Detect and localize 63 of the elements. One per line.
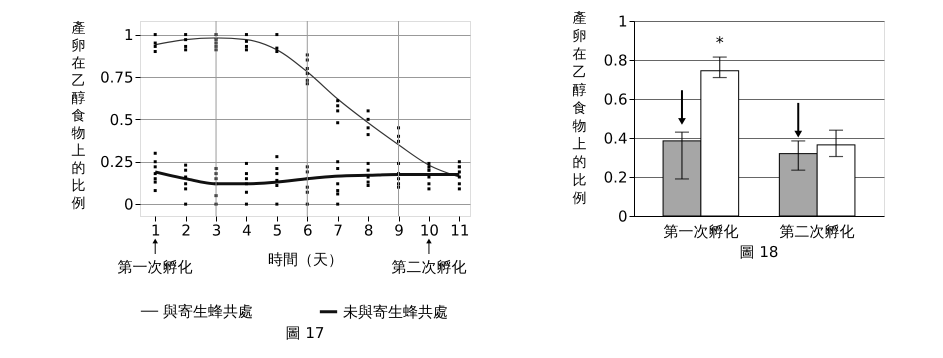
y-tick-label: 0.6 xyxy=(604,90,628,108)
point xyxy=(244,40,248,43)
y-tick-label: 0 xyxy=(124,196,134,214)
x-tick-label: 第二次孵化 xyxy=(780,222,855,240)
point xyxy=(154,42,157,45)
y-tick-label: 1 xyxy=(618,12,628,30)
point xyxy=(184,48,188,52)
x-axis-title: 時間（天） xyxy=(268,250,343,268)
point xyxy=(366,133,370,136)
y-tick-label: 0 xyxy=(618,208,628,226)
x-tick-label: 5 xyxy=(272,222,282,240)
point xyxy=(336,121,340,124)
x-tick-label: 7 xyxy=(333,222,343,240)
point xyxy=(184,38,188,42)
point xyxy=(244,48,248,52)
x-tick-label: 6 xyxy=(303,222,313,240)
point xyxy=(275,46,278,50)
text: 產卵在乙醇食物上的比例 xyxy=(572,10,586,206)
point xyxy=(336,104,340,108)
text: 產卵在乙醇食物上的比例 xyxy=(72,20,86,212)
legend-label: 未與寄生蜂共處 xyxy=(343,302,448,321)
y-tick-label: 1 xyxy=(124,26,134,44)
x-tick-label: 4 xyxy=(242,222,252,240)
annotation: 第一次孵化 xyxy=(118,258,193,276)
y-tick-label: 0.5 xyxy=(110,110,134,129)
annotation: * xyxy=(716,33,724,52)
y-tick-label: 0.75 xyxy=(100,68,134,86)
line-series xyxy=(154,170,461,186)
x-tick-label: 10 xyxy=(420,222,439,240)
point xyxy=(366,118,370,121)
point xyxy=(427,165,430,168)
point xyxy=(244,44,248,48)
point xyxy=(154,33,157,36)
x-tick-label: 3 xyxy=(212,222,222,240)
point xyxy=(336,99,340,102)
point xyxy=(244,33,248,36)
x-tick-label: 9 xyxy=(394,222,404,240)
point xyxy=(366,109,370,112)
point xyxy=(336,109,340,112)
x-tick-label: 2 xyxy=(181,222,191,240)
y-tick-label: 0.8 xyxy=(604,52,628,70)
y-tick-label: 0.4 xyxy=(604,130,628,148)
line-series xyxy=(154,37,460,178)
annotation: 第二次孵化 xyxy=(391,258,466,276)
point xyxy=(184,44,188,48)
point xyxy=(275,33,278,36)
point xyxy=(458,160,461,164)
legend-label: 與寄生蜂共處 xyxy=(163,302,253,320)
text: 圖 17 xyxy=(286,324,324,342)
text: 圖 18 xyxy=(740,243,778,261)
point xyxy=(154,50,157,54)
x-tick-label: 第一次孵化 xyxy=(663,222,738,240)
point xyxy=(427,162,430,165)
point xyxy=(458,170,461,174)
x-tick-label: 11 xyxy=(450,222,470,240)
x-tick-label: 8 xyxy=(364,222,374,240)
point xyxy=(154,44,157,48)
point xyxy=(275,50,278,54)
y-tick-label: 0.25 xyxy=(100,153,134,172)
y-tick-label: 0.2 xyxy=(604,168,628,186)
point xyxy=(184,33,188,36)
x-tick-label: 1 xyxy=(150,222,160,240)
point xyxy=(366,126,370,130)
